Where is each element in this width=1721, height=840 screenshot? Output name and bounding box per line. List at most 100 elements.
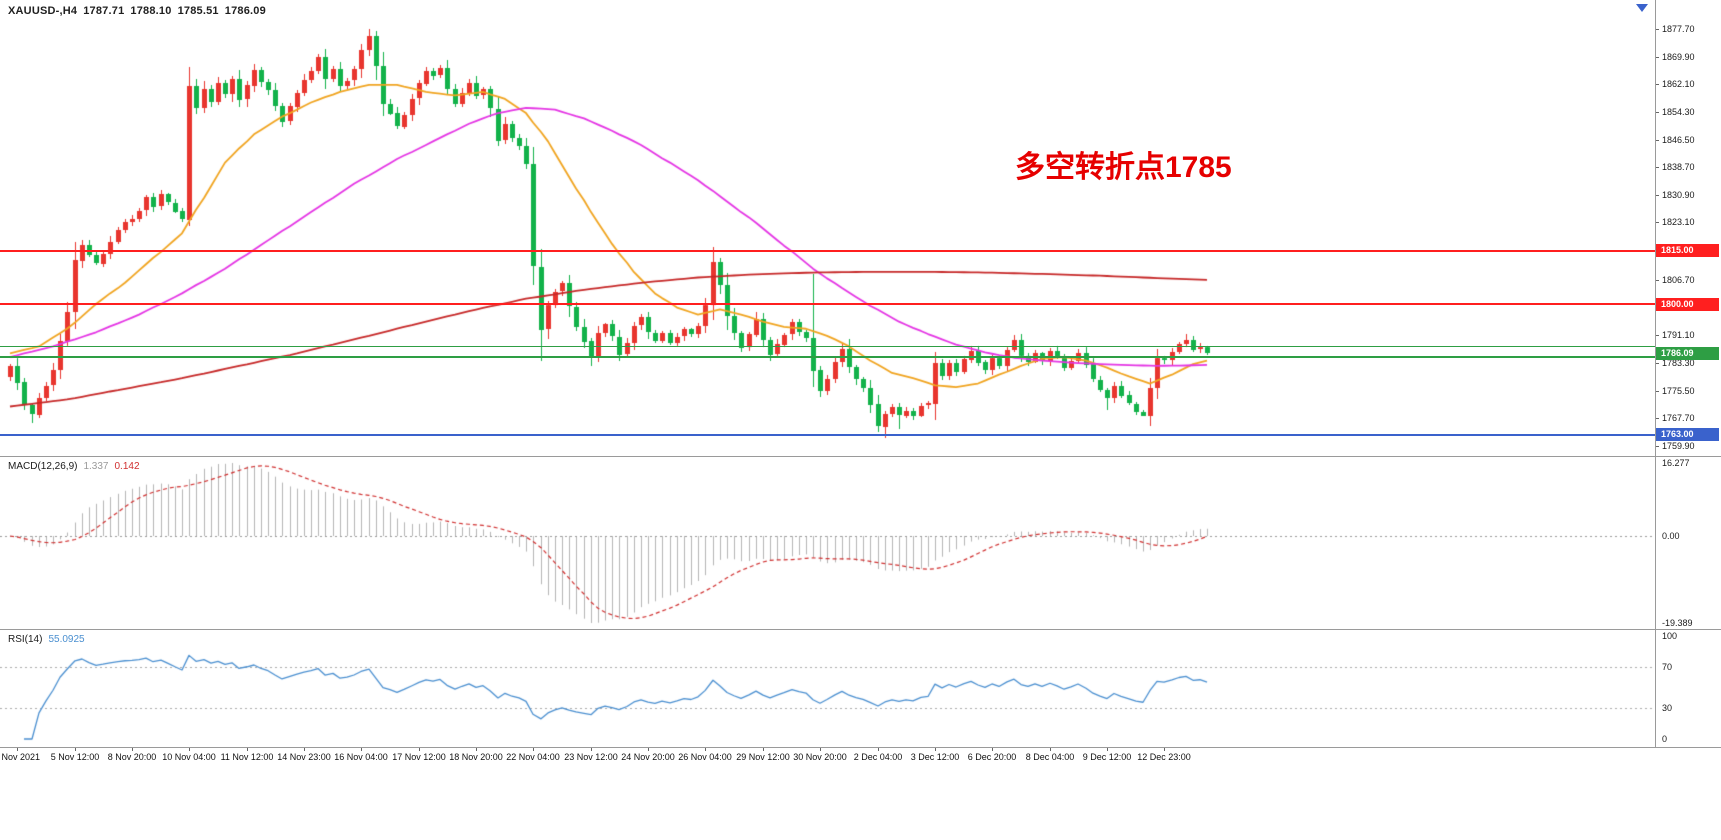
macd-axis-label: 16.277 xyxy=(1662,458,1690,468)
time-axis-tick xyxy=(361,747,362,751)
time-axis-label: 10 Nov 04:00 xyxy=(162,752,216,762)
panel-separator xyxy=(0,629,1721,630)
time-axis-label: 6 Dec 20:00 xyxy=(967,752,1017,762)
resistance-line-1815[interactable] xyxy=(0,250,1655,252)
resistance-line-1800[interactable] xyxy=(0,303,1655,305)
pivot-line-1785[interactable] xyxy=(0,356,1655,358)
price-axis-tick xyxy=(1655,29,1659,30)
time-axis-tick xyxy=(705,747,706,751)
time-axis-tick xyxy=(419,747,420,751)
price-axis-tick xyxy=(1655,57,1659,58)
macd-indicator-label: MACD(12,26,9) xyxy=(8,461,78,472)
time-axis-tick xyxy=(1050,747,1051,751)
macd-panel-canvas[interactable] xyxy=(0,457,1655,629)
bid-price-badge: 1786.09 xyxy=(1656,347,1719,360)
time-axis-label: 17 Nov 12:00 xyxy=(392,752,446,762)
price-scale-separator xyxy=(1655,0,1656,748)
rsi-indicator-header: RSI(14) 55.0925 xyxy=(8,634,91,645)
time-axis-tick xyxy=(304,747,305,751)
time-axis-tick xyxy=(533,747,534,751)
time-axis-label: 11 Nov 12:00 xyxy=(220,752,274,762)
time-axis-label: 8 Dec 04:00 xyxy=(1025,752,1075,762)
macd-axis-label: -19.389 xyxy=(1662,618,1693,628)
time-axis-label: 9 Dec 12:00 xyxy=(1082,752,1132,762)
price-axis-label: 1877.70 xyxy=(1662,24,1695,34)
price-axis-tick xyxy=(1655,195,1659,196)
time-axis-label: 22 Nov 04:00 xyxy=(506,752,560,762)
pivot-annotation-text[interactable]: 多空转折点1785 xyxy=(1015,151,1232,184)
macd-main-value: 1.337 xyxy=(83,461,109,472)
price-axis-tick xyxy=(1655,363,1659,364)
price-axis-label: 1830.90 xyxy=(1662,190,1695,200)
macd-axis-label: 0.00 xyxy=(1662,531,1680,541)
chart-shift-marker-icon[interactable] xyxy=(1636,4,1648,12)
time-axis-label: 16 Nov 04:00 xyxy=(334,752,388,762)
price-axis-tick xyxy=(1655,222,1659,223)
time-axis-tick xyxy=(75,747,76,751)
panel-separator xyxy=(0,747,1721,748)
time-axis-tick xyxy=(1164,747,1165,751)
time-axis-label: 12 Dec 23:00 xyxy=(1137,752,1191,762)
rsi-value: 55.0925 xyxy=(48,634,85,645)
time-axis-label: 5 Nov 12:00 xyxy=(50,752,100,762)
rsi-axis-label: 30 xyxy=(1662,703,1673,713)
time-axis-tick xyxy=(820,747,821,751)
price-axis-label: 1775.50 xyxy=(1662,386,1695,396)
price-axis-tick xyxy=(1655,391,1659,392)
time-axis-tick xyxy=(247,747,248,751)
time-axis-tick xyxy=(1107,747,1108,751)
time-axis-tick xyxy=(591,747,592,751)
time-axis-label: 18 Nov 20:00 xyxy=(449,752,503,762)
pivot-line-1788[interactable] xyxy=(0,346,1655,347)
price-axis-label: 1869.90 xyxy=(1662,52,1695,62)
macd-signal-value: 0.142 xyxy=(114,461,140,472)
time-axis-label: 29 Nov 12:00 xyxy=(736,752,790,762)
price-axis-tick xyxy=(1655,112,1659,113)
price-axis-label: 1767.70 xyxy=(1662,413,1695,423)
ohlc-low: 1785.51 xyxy=(177,5,219,17)
price-axis-tick xyxy=(1655,335,1659,336)
time-axis-label: 4 Nov 2021 xyxy=(0,752,41,762)
panel-separator xyxy=(0,456,1721,457)
price-badge-1815.00: 1815.00 xyxy=(1656,244,1719,257)
time-axis-tick xyxy=(648,747,649,751)
time-axis-tick xyxy=(476,747,477,751)
price-chart-canvas[interactable] xyxy=(0,0,1655,456)
time-axis-tick xyxy=(935,747,936,751)
price-axis-tick xyxy=(1655,418,1659,419)
rsi-indicator-label: RSI(14) xyxy=(8,634,43,645)
price-badge-1800.00: 1800.00 xyxy=(1656,298,1719,311)
time-axis-label: 26 Nov 04:00 xyxy=(678,752,732,762)
time-axis-label: 23 Nov 12:00 xyxy=(564,752,618,762)
time-axis-label: 14 Nov 23:00 xyxy=(277,752,331,762)
time-axis-tick xyxy=(763,747,764,751)
time-axis-label: 30 Nov 20:00 xyxy=(793,752,847,762)
time-axis-label: 3 Dec 12:00 xyxy=(910,752,960,762)
price-axis-label: 1783.30 xyxy=(1662,358,1695,368)
price-axis-tick xyxy=(1655,446,1659,447)
ohlc-close: 1786.09 xyxy=(224,5,266,17)
symbol-ohlc-header: XAUUSD-,H4 1787.71 1788.10 1785.51 1786.09 xyxy=(8,5,272,17)
price-axis-label: 1838.70 xyxy=(1662,162,1695,172)
macd-indicator-header: MACD(12,26,9) 1.337 0.142 xyxy=(8,461,146,472)
rsi-axis-label: 100 xyxy=(1662,631,1678,641)
price-badge-1763.00: 1763.00 xyxy=(1656,428,1719,441)
price-axis-label: 1846.50 xyxy=(1662,135,1695,145)
ohlc-high: 1788.10 xyxy=(130,5,172,17)
symbol-timeframe: XAUUSD-,H4 xyxy=(8,5,78,17)
time-axis-tick xyxy=(992,747,993,751)
price-axis-tick xyxy=(1655,280,1659,281)
price-axis-label: 1791.10 xyxy=(1662,330,1695,340)
price-axis-label: 1823.10 xyxy=(1662,217,1695,227)
rsi-axis-label: 0 xyxy=(1662,734,1668,744)
rsi-panel-canvas[interactable] xyxy=(0,630,1655,747)
time-axis-tick xyxy=(878,747,879,751)
price-axis-label: 1862.10 xyxy=(1662,79,1695,89)
price-axis-tick xyxy=(1655,140,1659,141)
support-line-1763[interactable] xyxy=(0,434,1655,436)
ohlc-open: 1787.71 xyxy=(83,5,125,17)
time-axis-label: 8 Nov 20:00 xyxy=(107,752,157,762)
time-axis-tick xyxy=(132,747,133,751)
price-axis-label: 1806.70 xyxy=(1662,275,1695,285)
